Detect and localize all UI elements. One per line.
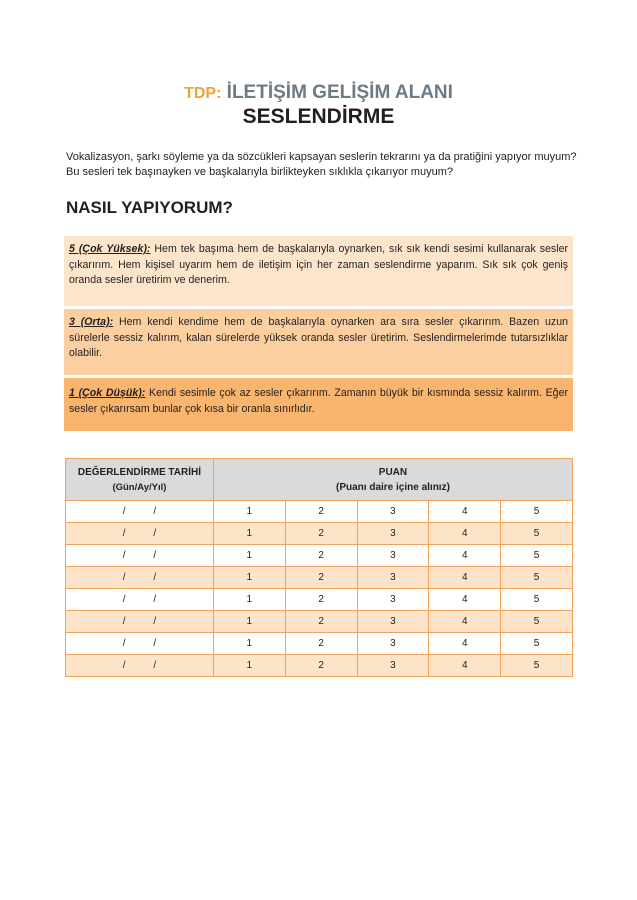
table-row: / /1 2 3 4 5 [65,544,573,567]
date-cell[interactable]: / / [65,500,214,523]
level-label: 1 (Çok Düşük): [69,387,146,399]
table-row: / /1 2 3 4 5 [65,522,573,545]
score-cell[interactable]: 3 [356,654,430,677]
page-title: SESLENDİRME [242,105,395,128]
intro-text: Vokalizasyon, şarkı söyleme ya da sözcük… [66,151,577,178]
score-cell[interactable]: 1 [212,654,286,677]
score-cell[interactable]: 5 [500,610,573,633]
score-cell[interactable]: 1 [212,588,286,611]
score-cell[interactable]: 3 [356,588,430,611]
level-3-box: 3 (Orta): Hem kendi kendime hem de başka… [64,309,573,375]
level-5-box: 5 (Çok Yüksek): Hem tek başıma hem de ba… [64,236,573,306]
score-cell[interactable]: 4 [428,588,502,611]
section-title: NASIL YAPIYORUM? [66,198,233,217]
score-cell[interactable]: 5 [500,522,573,545]
score-cell[interactable]: 3 [356,632,430,655]
date-cell[interactable]: / / [65,632,214,655]
score-cell[interactable]: 2 [284,654,358,677]
score-cell[interactable]: 1 [212,522,286,545]
score-cell[interactable]: 4 [428,500,502,523]
score-cell[interactable]: 4 [428,522,502,545]
score-cell[interactable]: 2 [284,522,358,545]
score-cell[interactable]: 3 [356,500,430,523]
title-prefix: TDP: [184,85,222,102]
score-cell[interactable]: 5 [500,588,573,611]
title-area: İLETİŞİM GELİŞİM ALANI [226,82,453,103]
date-cell[interactable]: / / [65,588,214,611]
score-cell[interactable]: 2 [284,566,358,589]
score-cell[interactable]: 4 [428,566,502,589]
score-table: DEĞERLENDİRME TARİHİ (Gün/Ay/Yıl) PUAN (Pu… [65,458,574,677]
level-text: Hem kendi kendime hem de başkalarıyla oy… [69,316,568,359]
area-title: TDP: İLETİŞİM GELİŞİM ALANI [0,82,637,104]
date-cell[interactable]: / / [65,654,214,677]
score-cell[interactable]: 1 [212,632,286,655]
score-cell[interactable]: 2 [284,610,358,633]
table-row: / /1 2 3 4 5 [65,610,573,633]
date-cell[interactable]: / / [65,522,214,545]
level-label: 3 (Orta): [69,316,114,328]
score-cell[interactable]: 5 [500,654,573,677]
date-cell[interactable]: / / [65,566,214,589]
level-text: Hem tek başıma hem de başkalarıyla oynar… [69,243,568,286]
score-header: PUAN (Puanı daire içine alınız) [212,458,574,501]
score-cell[interactable]: 4 [428,610,502,633]
score-cell[interactable]: 2 [284,500,358,523]
score-cell[interactable]: 2 [284,632,358,655]
level-text: Kendi sesimle çok az sesler çıkarırım. Z… [69,387,568,415]
score-cell[interactable]: 1 [212,610,286,633]
score-cell[interactable]: 1 [212,500,286,523]
score-cell[interactable]: 5 [500,500,573,523]
table-row: / /1 2 3 4 5 [65,500,573,523]
date-cell[interactable]: / / [65,544,214,567]
date-header: DEĞERLENDİRME TARİHİ (Gün/Ay/Yıl) [65,458,214,501]
score-cell[interactable]: 4 [428,544,502,567]
score-cell[interactable]: 5 [500,632,573,655]
table-row: / /1 2 3 4 5 [65,654,573,677]
score-cell[interactable]: 5 [500,566,573,589]
score-cell[interactable]: 3 [356,522,430,545]
score-cell[interactable]: 3 [356,566,430,589]
table-row: / /1 2 3 4 5 [65,588,573,611]
score-cell[interactable]: 2 [284,544,358,567]
level-1-box: 1 (Çok Düşük): Kendi sesimle çok az sesl… [64,378,573,431]
score-cell[interactable]: 3 [356,544,430,567]
score-cell[interactable]: 1 [212,544,286,567]
table-row: / /1 2 3 4 5 [65,566,573,589]
score-cell[interactable]: 4 [428,654,502,677]
level-label: 5 (Çok Yüksek): [69,243,151,255]
score-cell[interactable]: 5 [500,544,573,567]
date-cell[interactable]: / / [65,610,214,633]
table-row: / /1 2 3 4 5 [65,632,573,655]
score-cell[interactable]: 3 [356,610,430,633]
score-cell[interactable]: 2 [284,588,358,611]
score-cell[interactable]: 1 [212,566,286,589]
score-cell[interactable]: 4 [428,632,502,655]
